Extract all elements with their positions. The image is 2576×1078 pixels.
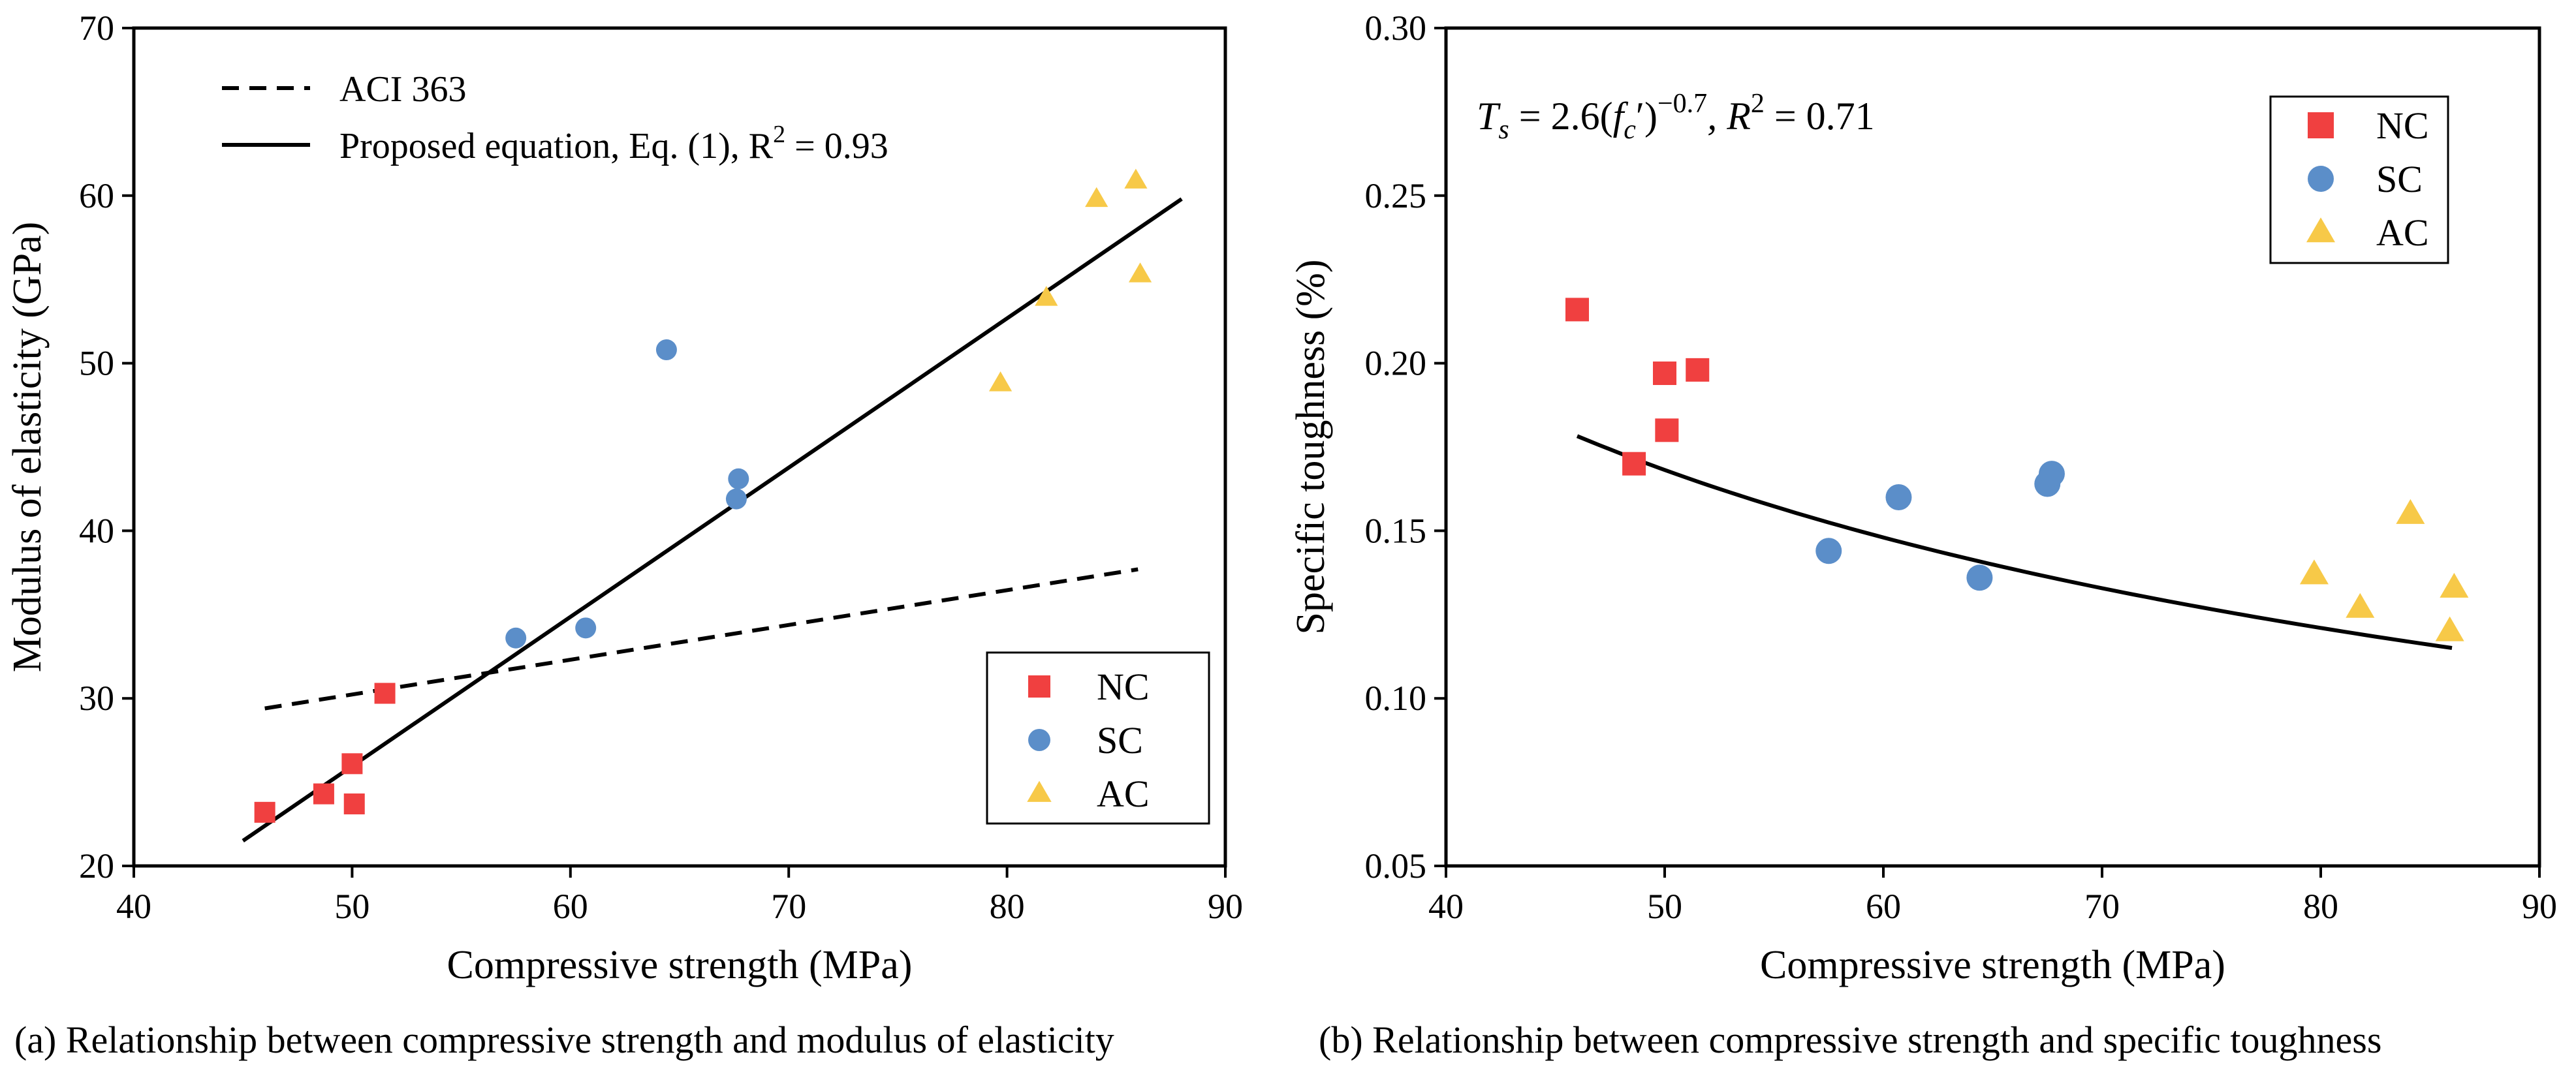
plot-frame: [1444, 26, 2541, 868]
chart-b-toughness: 40 50 60 70 80 90 0.05 0.10 0.15 0.20 0.25 0.30 Comp…: [1289, 8, 2557, 987]
x-axis-label: Compressive strength (MPa): [447, 943, 913, 987]
x-tick-label: 70: [2084, 887, 2120, 926]
legend-marker-ac: [2306, 217, 2335, 243]
legend-marker-sc: [2308, 166, 2334, 192]
x-tick-label: 40: [1428, 887, 1464, 926]
y-tick-label: 30: [79, 679, 114, 718]
y-tick-label: 40: [79, 511, 114, 550]
caption-a: (a) Relationship between compressive str…: [14, 1019, 1114, 1061]
x-tick-label: 50: [1647, 887, 1682, 926]
y-tick-label: 0.05: [1365, 846, 1427, 886]
marker-legend-box: [2269, 95, 2449, 264]
legend-marker-ac: [1027, 780, 1052, 802]
y-tick-label: 0.20: [1365, 344, 1427, 383]
y-tick-label: 50: [79, 344, 114, 383]
legend-proposed-label: Proposed equation, Eq. (1), R2 = 0.93: [339, 121, 888, 166]
legend-label-ac: AC: [1097, 773, 1150, 815]
legend-marker-nc: [1028, 675, 1050, 698]
x-tick-label: 90: [1208, 887, 1243, 926]
data-point-nc: [1653, 362, 1676, 386]
x-tick-label: 40: [116, 887, 151, 926]
marker-legend: NC SC AC: [986, 651, 1210, 825]
marker-legend: NC SC AC: [2269, 95, 2449, 264]
x-tick-label: 70: [771, 887, 806, 926]
data-point-sc: [2038, 461, 2065, 487]
x-tick-label: 60: [553, 887, 588, 926]
y-tick-label: 20: [79, 846, 114, 886]
data-point-nc: [313, 783, 334, 805]
legend-marker-sc: [1028, 729, 1050, 751]
data-point-sc: [575, 617, 597, 639]
x-axis-label: Compressive strength (MPa): [1760, 943, 2225, 987]
x-tick-label: 80: [2303, 887, 2338, 926]
data-point-sc: [1966, 564, 1993, 591]
legend-label-nc: NC: [2376, 104, 2429, 147]
data-point-nc: [1565, 298, 1589, 322]
legend-label-sc: SC: [1097, 719, 1143, 762]
legend-label-nc: NC: [1097, 666, 1150, 708]
data-point-ac: [2396, 499, 2425, 524]
caption-b: (b) Relationship between compressive str…: [1319, 1019, 2382, 1061]
data-point-nc: [1686, 358, 1710, 382]
plot-frame: [132, 26, 1227, 868]
data-point-ac: [1035, 286, 1058, 306]
y-tick-label: 0.15: [1365, 511, 1427, 550]
data-point-nc: [374, 683, 396, 704]
data-point-ac: [2435, 616, 2464, 641]
data-point-ac: [1124, 168, 1148, 189]
legend-marker-nc: [2308, 112, 2334, 138]
y-tick-label: 70: [79, 8, 114, 48]
equation-label: Ts = 2.6(fc′)−0.7, R2 = 0.71: [1477, 89, 1875, 145]
data-point-sc: [728, 468, 749, 489]
y-tick-label: 0.25: [1365, 176, 1427, 215]
data-point-nc: [1622, 452, 1646, 476]
y-tick-label: 0.10: [1365, 679, 1427, 718]
aci363-line: [264, 567, 1139, 711]
data-point-ac: [988, 371, 1013, 392]
legend-label-sc: SC: [2376, 158, 2423, 200]
data-point-nc: [1655, 418, 1679, 442]
data-point-nc: [343, 793, 365, 814]
x-tick-label: 50: [334, 887, 369, 926]
y-axis-label: Modulus of elasticity (GPa): [5, 222, 50, 673]
y-axis-label: Specific toughness (%): [1289, 259, 1333, 634]
data-point-sc: [1885, 484, 1912, 511]
data-point-ac: [1128, 262, 1152, 283]
data-point-sc: [505, 627, 527, 649]
data-point-sc: [1815, 538, 1842, 564]
proposed-equation-line: [242, 197, 1183, 842]
data-point-sc: [725, 488, 747, 510]
x-tick-label: 80: [990, 887, 1025, 926]
chart-a-elasticity: 40 50 60 70 80 90 20 30 40 50 60 70 Compressive stre…: [5, 8, 1243, 987]
fitted-curve: [1576, 434, 2453, 650]
legend-label-ac: AC: [2376, 211, 2429, 254]
marker-legend-box: [986, 651, 1210, 825]
data-point-ac: [2440, 572, 2469, 598]
data-point-ac: [2346, 593, 2375, 618]
y-tick-label: 0.30: [1365, 8, 1427, 48]
x-tick-label: 90: [2522, 887, 2557, 926]
x-tick-label: 60: [1866, 887, 1901, 926]
data-point-ac: [1085, 187, 1108, 208]
data-point-nc: [254, 801, 275, 823]
data-point-nc: [341, 753, 363, 775]
y-tick-label: 60: [79, 176, 114, 215]
legend-aci363-label: ACI 363: [339, 69, 466, 110]
data-point-sc: [655, 339, 677, 361]
data-point-ac: [2299, 559, 2329, 585]
